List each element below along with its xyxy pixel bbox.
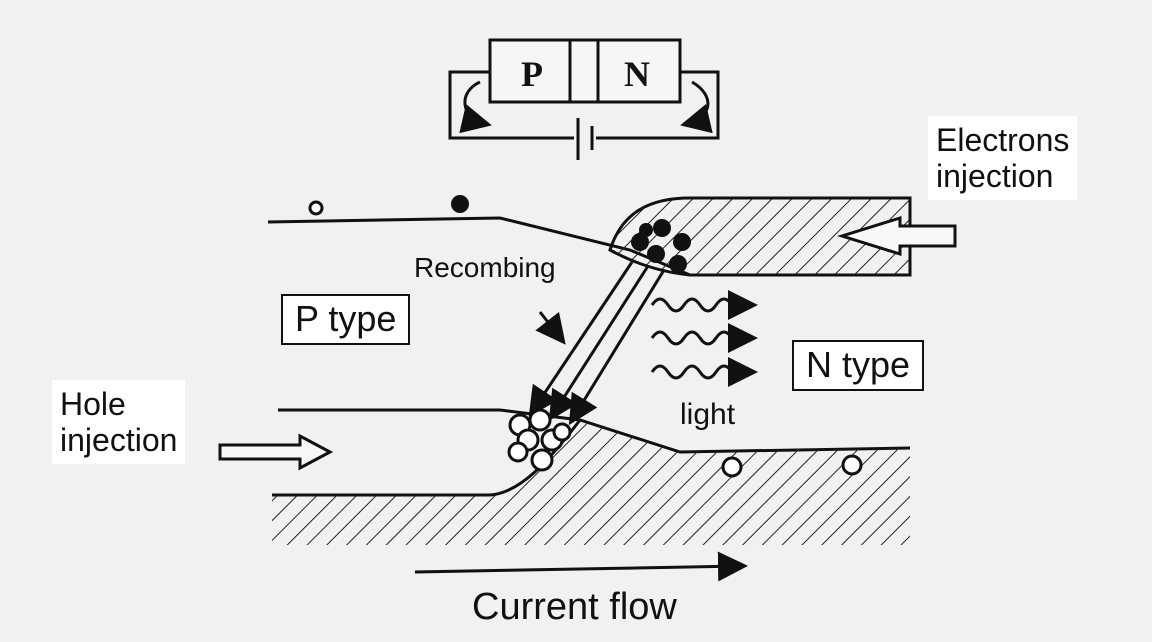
light-emission-icon: [650, 290, 758, 387]
recombination-arrows: [528, 261, 666, 426]
current-curl-right-icon: [680, 80, 713, 134]
p-region-hatched-band: [272, 420, 910, 545]
circuit-wire: [448, 70, 720, 140]
electron-injection-arrow-icon: [836, 215, 957, 257]
electron-cluster-icon: [631, 219, 691, 273]
recombing-pointer-icon: [535, 311, 566, 345]
hole-injection-arrow-icon: [218, 433, 334, 471]
conduction-band: [267, 195, 957, 277]
pn-label-n: N: [624, 54, 650, 94]
electron-dot-icon: [451, 195, 469, 213]
hole-dot-icon: [841, 454, 863, 476]
current-flow-arrow-icon: [414, 551, 748, 582]
electrons-injection-label: Electrons injection: [928, 116, 1078, 201]
hole-dot-icon: [308, 200, 324, 216]
p-type-label: P type: [281, 294, 411, 345]
pn-label-p: P: [521, 54, 543, 94]
hole-dot-icon: [721, 456, 743, 478]
recombing-label: Recombing: [414, 252, 556, 283]
pn-circuit: P N: [448, 38, 720, 160]
current-flow-label: Current flow: [472, 586, 677, 628]
light-label: light: [680, 398, 736, 431]
hole-injection-label: Hole injection: [52, 380, 186, 465]
n-type-label: N type: [792, 340, 925, 391]
current-curl-left-icon: [459, 80, 492, 134]
pn-block: [488, 38, 682, 104]
valence-band: [218, 408, 911, 545]
n-region-hatched-band: [608, 196, 912, 277]
